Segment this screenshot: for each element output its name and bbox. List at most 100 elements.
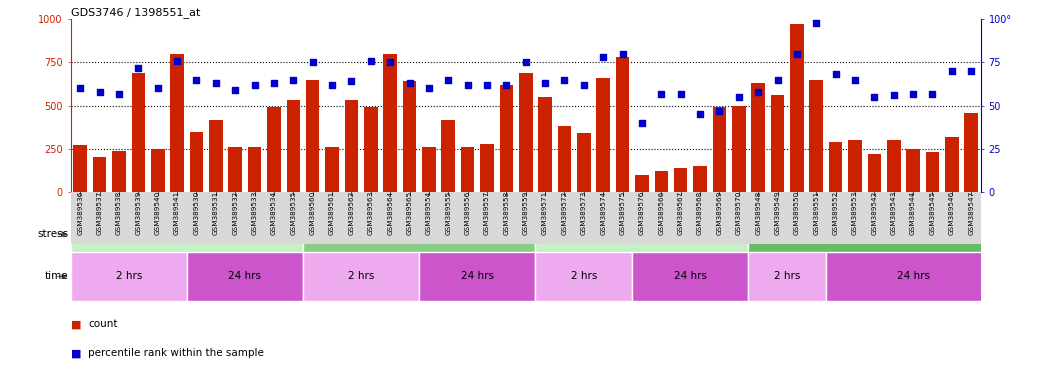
Point	[827, 71, 844, 78]
Bar	[536, 217, 748, 252]
Point	[517, 60, 534, 66]
Bar	[829, 142, 843, 192]
Point	[169, 58, 186, 64]
Text: 2 hrs: 2 hrs	[774, 271, 800, 281]
Bar	[71, 217, 303, 252]
Text: 2 hrs: 2 hrs	[571, 271, 597, 281]
Bar	[597, 78, 610, 192]
Point	[944, 68, 960, 74]
Text: ■: ■	[71, 319, 81, 329]
Bar	[632, 252, 748, 301]
Text: dexamethasone + smoke: dexamethasone + smoke	[808, 229, 940, 239]
Point	[188, 77, 204, 83]
Point	[885, 92, 902, 98]
Bar	[286, 101, 300, 192]
Point	[479, 82, 495, 88]
Point	[208, 80, 224, 86]
Bar	[170, 54, 184, 192]
Bar	[771, 95, 785, 192]
Bar	[306, 80, 320, 192]
Bar	[92, 157, 107, 192]
Point	[847, 77, 864, 83]
Point	[420, 85, 437, 91]
Bar	[616, 57, 629, 192]
Bar	[71, 252, 187, 301]
Bar	[964, 113, 978, 192]
Point	[537, 80, 553, 86]
Point	[556, 77, 573, 83]
Text: time: time	[45, 271, 69, 281]
Bar	[577, 133, 591, 192]
Point	[324, 82, 340, 88]
Point	[111, 91, 128, 97]
Bar	[228, 147, 242, 192]
Point	[905, 91, 922, 97]
Point	[691, 111, 708, 118]
Bar	[461, 147, 474, 192]
Bar	[303, 217, 536, 252]
Point	[653, 91, 670, 97]
Point	[227, 87, 244, 93]
Point	[382, 60, 399, 66]
Point	[673, 91, 689, 97]
Text: 2 hrs: 2 hrs	[115, 271, 142, 281]
Bar	[887, 140, 901, 192]
Text: 24 hrs: 24 hrs	[674, 271, 707, 281]
Bar	[151, 149, 164, 192]
Bar	[248, 147, 262, 192]
Bar	[674, 168, 687, 192]
Bar	[190, 131, 203, 192]
Point	[575, 82, 592, 88]
Point	[808, 20, 824, 26]
Bar	[345, 101, 358, 192]
Bar	[810, 80, 823, 192]
Point	[149, 85, 166, 91]
Point	[344, 78, 360, 84]
Bar	[693, 166, 707, 192]
Bar	[422, 147, 436, 192]
Bar	[481, 144, 494, 192]
Point	[304, 60, 321, 66]
Point	[440, 77, 457, 83]
Bar	[848, 140, 862, 192]
Bar	[826, 252, 1001, 301]
Bar	[539, 97, 552, 192]
Text: 24 hrs: 24 hrs	[228, 271, 262, 281]
Bar	[187, 252, 303, 301]
Point	[731, 94, 747, 100]
Point	[963, 68, 980, 74]
Bar	[499, 85, 513, 192]
Bar	[267, 108, 280, 192]
Text: percentile rank within the sample: percentile rank within the sample	[88, 348, 264, 358]
Point	[614, 51, 631, 57]
Point	[633, 120, 650, 126]
Text: smoke: smoke	[625, 229, 659, 239]
Bar	[112, 151, 126, 192]
Bar	[441, 120, 455, 192]
Point	[266, 80, 282, 86]
Bar	[945, 137, 959, 192]
Text: ■: ■	[71, 348, 81, 358]
Point	[460, 82, 476, 88]
Text: 2 hrs: 2 hrs	[348, 271, 375, 281]
Text: GDS3746 / 1398551_at: GDS3746 / 1398551_at	[71, 7, 200, 18]
Point	[402, 80, 418, 86]
Point	[789, 51, 805, 57]
Bar	[655, 171, 668, 192]
Bar	[906, 149, 920, 192]
Bar	[383, 54, 397, 192]
Bar	[303, 252, 419, 301]
Point	[498, 82, 515, 88]
Text: control: control	[168, 229, 204, 239]
Bar	[519, 73, 532, 192]
Point	[711, 108, 728, 114]
Bar	[419, 252, 536, 301]
Bar	[364, 108, 378, 192]
Text: 24 hrs: 24 hrs	[461, 271, 494, 281]
Bar	[748, 217, 1001, 252]
Point	[130, 65, 146, 71]
Bar	[713, 108, 727, 192]
Bar	[748, 252, 826, 301]
Text: stress: stress	[37, 229, 69, 239]
Point	[595, 54, 611, 60]
